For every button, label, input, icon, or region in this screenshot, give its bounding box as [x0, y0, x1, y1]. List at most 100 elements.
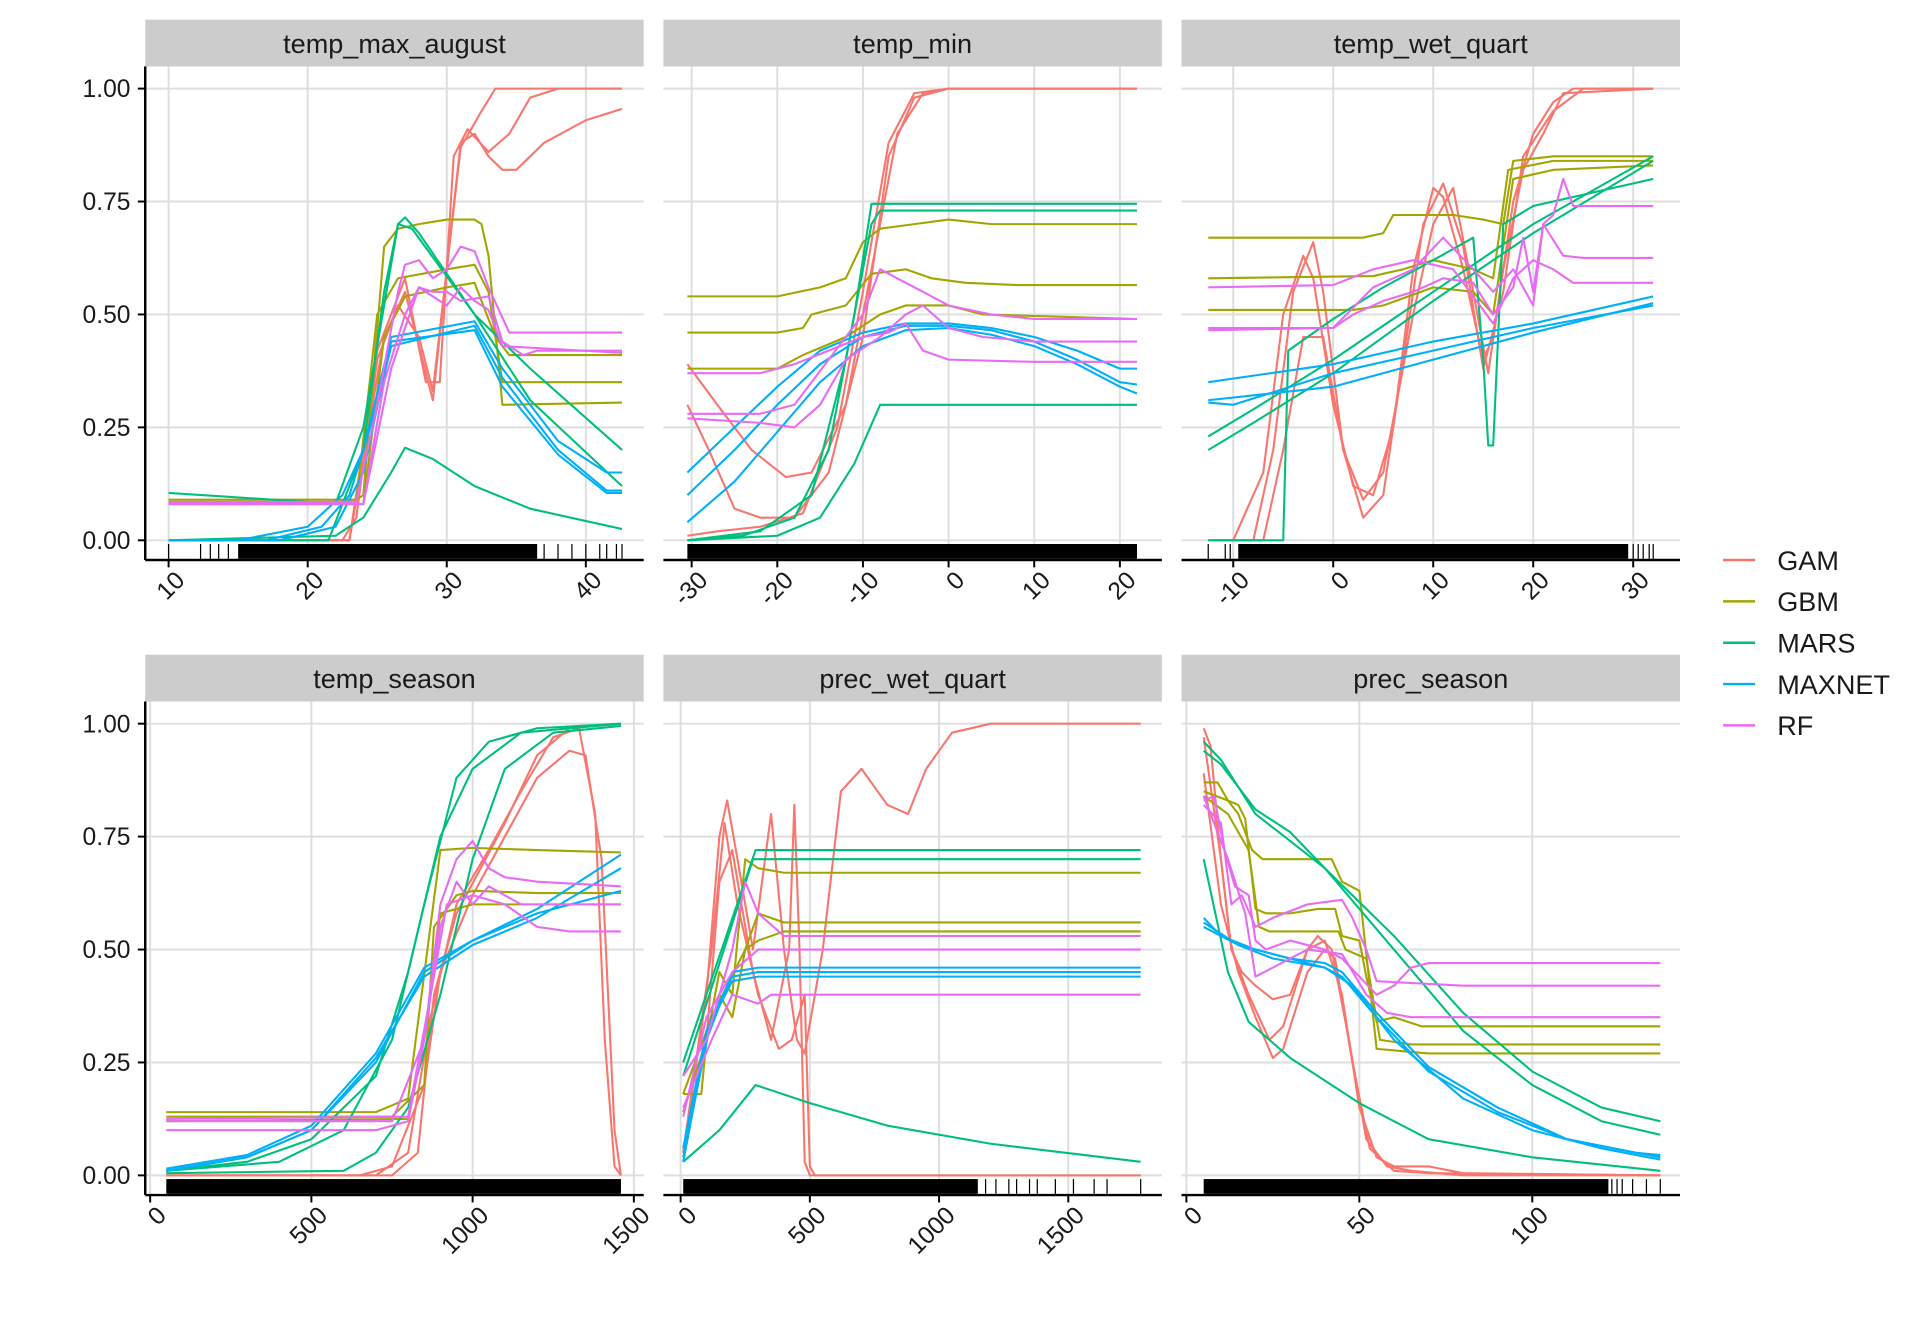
x-tick-label: 100 [1506, 1202, 1554, 1250]
series-line-maxnet [1208, 302, 1654, 402]
series-line-rf [1202, 795, 1661, 1019]
x-tick-label: 1000 [903, 1202, 961, 1260]
series-line-maxnet [166, 889, 622, 1170]
series-line-mars [687, 202, 1137, 542]
series-line-maxnet [682, 966, 1141, 1163]
rug-dense [687, 544, 1138, 559]
series-line-gbm [687, 218, 1137, 298]
series-line-mars [1208, 177, 1654, 542]
series-line-gbm [1203, 781, 1661, 1028]
panel-temp_season: temp_season 0 500 1000 1500 0.00 0.25 0.50 0.75 1… [83, 654, 656, 1260]
series-line-mars [166, 722, 622, 1172]
y-tick-label: 0.75 [83, 824, 131, 851]
series-line-gbm [1208, 164, 1654, 316]
series-line-maxnet [686, 322, 1137, 474]
series-line-mars [682, 849, 1141, 1063]
x-tick-label: 50 [1343, 1202, 1381, 1240]
legend-label: GAM [1777, 545, 1839, 576]
x-tick-label: 10 [152, 567, 190, 605]
legend-label: MARS [1777, 628, 1855, 659]
series-line-maxnet [168, 329, 623, 542]
x-tick-label: -30 [669, 567, 713, 611]
series-line-rf [166, 840, 621, 1132]
series-line-gam [166, 749, 622, 1177]
series-line-mars [168, 446, 623, 542]
facet-strip [1181, 19, 1680, 67]
facet-title: prec_season [1353, 663, 1508, 694]
x-tick-label: 20 [1516, 567, 1554, 605]
rug-dense [238, 544, 538, 559]
series-line-gbm [687, 268, 1137, 334]
facet-title: prec_wet_quart [819, 663, 1006, 694]
x-tick-label: 30 [1616, 567, 1654, 605]
series-line-mars [682, 858, 1141, 1077]
x-tick-label: 20 [1103, 567, 1141, 605]
series-line-maxnet [1208, 295, 1654, 384]
x-tick-label: 20 [291, 567, 329, 605]
facet-title: temp_season [313, 663, 475, 694]
facet-title: temp_max_august [283, 28, 506, 59]
series-line-rf [687, 268, 1137, 415]
y-tick-label: 0.00 [83, 528, 131, 555]
legend: GAM GBM MARS MAXNET RF [1723, 545, 1890, 741]
panel-temp_wet_quart: temp_wet_quart -10 0 10 20 30 [1181, 19, 1680, 611]
y-tick-label: 1.00 [83, 76, 131, 103]
facet-strip [145, 19, 644, 67]
series-line-mars [1203, 749, 1661, 1136]
x-tick-label: 0 [1326, 567, 1355, 596]
series-line-gam [687, 87, 1137, 537]
y-tick-label: 0.25 [83, 1050, 131, 1077]
series-line-mars [687, 403, 1137, 542]
series-line-gam [1208, 87, 1654, 542]
series-line-rf [682, 993, 1141, 1108]
x-tick-label: 1500 [1032, 1202, 1090, 1260]
series-line-mars [1202, 858, 1661, 1172]
x-tick-label: 10 [1017, 567, 1055, 605]
series-line-rf [687, 322, 1137, 375]
series-line-gam [168, 107, 623, 542]
panel-prec_season: prec_season 0 50 100 [1179, 654, 1680, 1250]
x-tick-label: 500 [783, 1202, 831, 1250]
series-line-gam [166, 727, 622, 1177]
series-line-rf [1208, 223, 1654, 332]
series-line-mars [682, 1084, 1141, 1163]
series-line-gam [1202, 727, 1661, 1177]
series-line-gbm [1203, 790, 1661, 1055]
series-line-rf [1208, 259, 1654, 325]
series-line-gam [1202, 737, 1661, 1177]
y-tick-label: 0.75 [83, 189, 131, 216]
legend-label: MAXNET [1777, 669, 1890, 700]
rug-dense [1238, 544, 1629, 559]
x-tick-label: -10 [840, 567, 884, 611]
series-line-rf [168, 286, 623, 506]
series-line-gbm [168, 281, 623, 506]
series-line-rf [1202, 804, 1661, 987]
rug-dense [1203, 1179, 1609, 1194]
series-line-rf [682, 880, 1141, 1077]
series-line-maxnet [166, 853, 622, 1172]
series-line-gam [686, 87, 1137, 479]
series-line-rf [166, 894, 621, 1120]
facet-strip [1181, 654, 1680, 702]
series-line-rf [166, 880, 621, 1123]
x-tick-label: 30 [430, 567, 468, 605]
series-line-gam [682, 821, 1141, 1177]
x-tick-label: 0 [674, 1202, 703, 1231]
series-line-maxnet [686, 326, 1138, 524]
y-tick-label: 0.50 [83, 937, 131, 964]
series-line-mars [687, 209, 1137, 542]
series-line-maxnet [1203, 925, 1661, 1161]
series-line-maxnet [1208, 304, 1654, 406]
x-tick-label: -20 [755, 567, 799, 611]
series-line-gbm [1208, 155, 1654, 239]
y-tick-label: 0.25 [83, 415, 131, 442]
x-tick-label: 500 [285, 1202, 333, 1250]
series-line-gbm [166, 889, 621, 1118]
series-line-rf [168, 286, 623, 506]
x-tick-label: -10 [1211, 567, 1255, 611]
y-tick-label: 0.50 [83, 302, 131, 329]
rug-dense [683, 1179, 978, 1194]
legend-label: GBM [1777, 586, 1839, 617]
x-tick-label: 0 [941, 567, 970, 596]
